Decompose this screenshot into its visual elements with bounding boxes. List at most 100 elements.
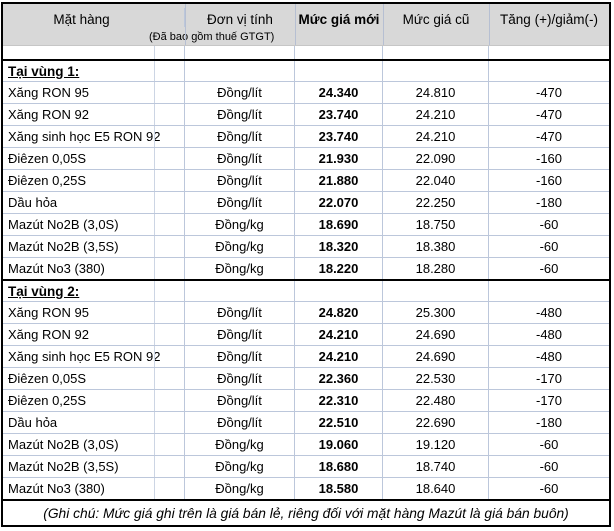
table-row: Điêzen 0,05S Đồng/lít 21.930 22.090 -160 [3,147,609,169]
old-price-cell: 18.740 [383,456,489,477]
table-row: Xăng RON 95 Đồng/lít 24.820 25.300 -480 [3,301,609,323]
table-row: Dầu hỏa Đồng/lít 22.510 22.690 -180 [3,411,609,433]
table-row: Điêzen 0,25S Đồng/lít 21.880 22.040 -160 [3,169,609,191]
table-row: Xăng RON 95 Đồng/lít 24.340 24.810 -470 [3,81,609,103]
item-cell: Xăng RON 92 [3,324,185,345]
unit-cell: Đồng/lít [185,412,295,433]
table-row: Xăng RON 92 Đồng/lít 23.740 24.210 -470 [3,103,609,125]
old-price-cell: 18.280 [383,258,489,279]
table-row: Xăng RON 92 Đồng/lít 24.210 24.690 -480 [3,323,609,345]
unit-cell: Đồng/lít [185,324,295,345]
unit-cell: Đồng/lít [185,390,295,411]
unit-cell: Đồng/kg [185,434,295,455]
table-row: Mazút No2B (3,5S) Đồng/kg 18.320 18.380 -60 [3,235,609,257]
unit-cell: Đồng/kg [185,478,295,499]
unit-cell: Đồng/lít [185,302,295,323]
table-row: Điêzen 0,25S Đồng/lít 22.310 22.480 -170 [3,389,609,411]
header-gridline [185,4,186,45]
table-body: Tại vùng 1: Xăng RON 95 Đồng/lít 24.340 24.8… [3,59,609,499]
header-subtitle: (Đã bao gồm thuế GTGT) [149,31,275,43]
section-title-cell: Tại vùng 1: [3,61,185,81]
new-price-cell: 18.680 [295,456,383,477]
new-price-cell: 18.320 [295,236,383,257]
unit-cell: Đồng/lít [185,104,295,125]
new-price-cell: 21.930 [295,148,383,169]
empty-cell [3,46,185,59]
item-cell: Mazút No2B (3,0S) [3,434,185,455]
old-price-cell: 24.690 [383,346,489,367]
table-header: Mặt hàng Đơn vị tính Mức giá mới Mức giá… [3,4,609,46]
new-price-cell: 24.820 [295,302,383,323]
item-cell: Điêzen 0,05S [3,148,185,169]
new-price-cell: 23.740 [295,126,383,147]
item-cell: Mazút No2B (3,5S) [3,456,185,477]
unit-cell: Đồng/kg [185,258,295,279]
new-price-cell: 23.740 [295,104,383,125]
old-price-cell: 22.040 [383,170,489,191]
item-cell: Xăng RON 95 [3,82,185,103]
header-gridline [383,4,384,45]
section-title: Tại vùng 2: [8,283,80,299]
change-cell: -180 [535,195,563,210]
col-header-change: Tăng (+)/giảm(-) [500,11,598,27]
change-cell: -170 [535,371,563,386]
old-price-cell: 22.250 [383,192,489,213]
item-cell: Dầu hỏa [3,412,185,433]
unit-cell: Đồng/lít [185,346,295,367]
unit-cell: Đồng/kg [185,456,295,477]
header-subtitle-row: (Đã bao gồm thuế GTGT) [3,30,609,46]
old-price-cell: 18.750 [383,214,489,235]
change-cell: -180 [535,415,563,430]
item-cell: Mazút No2B (3,5S) [3,236,185,257]
old-price-cell: 24.810 [383,82,489,103]
change-cell: -470 [535,85,563,100]
new-price-cell: 22.310 [295,390,383,411]
new-price-cell: 18.690 [295,214,383,235]
new-price-cell: 24.210 [295,324,383,345]
change-cell: -60 [539,261,559,276]
change-cell: -480 [535,349,563,364]
change-cell: -60 [539,239,559,254]
item-cell: Điêzen 0,25S [3,390,185,411]
unit-cell: Đồng/lít [185,148,295,169]
new-price-cell: 21.880 [295,170,383,191]
section-title: Tại vùng 1: [8,63,80,79]
old-price-cell: 18.640 [383,478,489,499]
section-title-cell: Tại vùng 2: [3,281,185,301]
old-price-cell: 22.530 [383,368,489,389]
header-gridline [489,4,490,45]
col-header-new-price: Mức giá mới [298,11,380,27]
header-gridline [295,4,296,45]
change-cell: -470 [535,107,563,122]
empty-cell [185,61,295,81]
change-cell: -170 [535,393,563,408]
table-row: Dầu hỏa Đồng/lít 22.070 22.250 -180 [3,191,609,213]
item-cell: Xăng sinh học E5 RON 92 [3,126,185,147]
unit-cell: Đồng/lít [185,126,295,147]
empty-cell [489,61,609,81]
change-cell: -470 [535,129,563,144]
change-cell: -480 [535,327,563,342]
table-row: Mazút No2B (3,0S) Đồng/kg 18.690 18.750 -60 [3,213,609,235]
empty-cell [185,281,295,301]
old-price-cell: 25.300 [383,302,489,323]
change-cell: -160 [535,151,563,166]
empty-cell [489,281,609,301]
empty-cell [383,46,489,59]
old-price-cell: 22.090 [383,148,489,169]
item-cell: Điêzen 0,25S [3,170,185,191]
empty-cell [295,281,383,301]
footer-note: (Ghi chú: Mức giá ghi trên là giá bán lẻ… [3,499,609,525]
unit-cell: Đồng/lít [185,368,295,389]
new-price-cell: 24.340 [295,82,383,103]
table-row: Mazút No3 (380) Đồng/kg 18.580 18.640 -60 [3,477,609,499]
change-cell: -60 [539,217,559,232]
change-cell: -60 [539,459,559,474]
col-header-unit: Đơn vị tính [207,11,273,27]
table-row: Xăng sinh học E5 RON 92 Đồng/lít 24.210 24.… [3,345,609,367]
old-price-cell: 24.690 [383,324,489,345]
empty-cell [295,46,383,59]
empty-cell [383,281,489,301]
item-cell: Mazút No3 (380) [3,258,185,279]
old-price-cell: 24.210 [383,104,489,125]
